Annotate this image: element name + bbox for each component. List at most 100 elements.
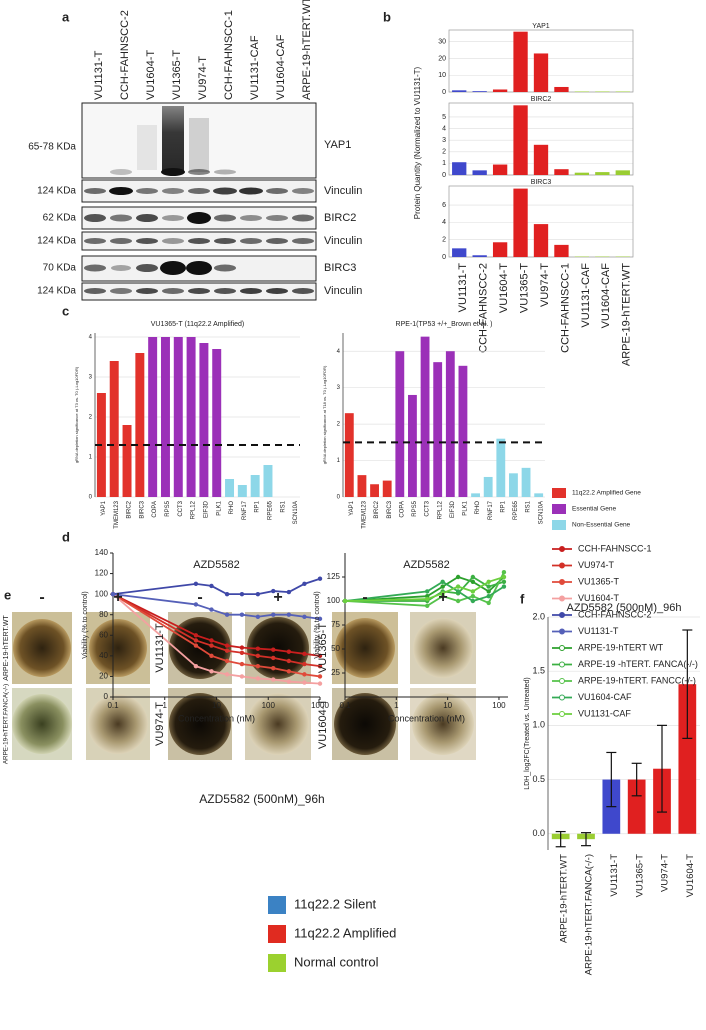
y-tick-label: 6 [442,202,446,209]
blot-band [188,238,210,244]
treatment-label: + [438,589,447,606]
point [255,614,261,619]
blot-band [240,215,262,221]
point [302,651,307,656]
blot-band [188,169,210,175]
bar [408,394,417,497]
legend-swatch [559,661,565,668]
point [255,646,261,651]
blot-band [162,238,184,244]
bar [370,484,379,497]
bar [357,475,367,497]
lane-label: VU1365-T [171,50,183,100]
lane-label: CCH-FAHNSCC-2 [119,10,131,100]
x-tick-label: BIRC2 [127,500,133,518]
blot-band [111,265,131,271]
y-tick-label: 3 [337,385,341,391]
point [470,579,476,584]
point [193,602,199,607]
point [286,669,292,674]
legend-label: VU1131-CAF [578,708,631,718]
point [193,581,199,587]
legend-swatch [559,711,565,717]
point [255,663,261,669]
x-tick-label: ARPE-19-hTERT.FANCA(-/-) [584,854,595,975]
point [455,574,461,580]
point [455,598,461,604]
point [110,591,116,597]
point [209,583,214,589]
x-tick-label: PLK1 [216,500,222,515]
x-tick-label: TMEM123 [114,500,120,528]
band-size: 124 KDa [37,236,76,247]
bar [445,351,455,497]
y-tick-label: 120 [95,569,109,578]
bar [382,480,392,497]
x-tick-label: RNF17 [242,500,248,520]
point [317,681,323,686]
x-tick-label: 10 [443,701,452,710]
bar [574,91,590,92]
decoration [334,693,396,755]
point [486,594,491,599]
y-tick-label: 4 [337,349,341,355]
point [239,645,245,650]
x-tick-label: CCT3 [178,500,184,516]
point [209,669,214,674]
bar [533,224,549,257]
point [317,576,323,581]
decoration [413,618,473,678]
y-tick-label: 60 [99,630,108,639]
bar [395,351,405,497]
bar [492,89,508,92]
bar [472,255,487,257]
y-tick-label: 100 [95,589,109,598]
x-tick-label: RHO [229,501,235,515]
legend-label: VU1604-T [578,593,620,603]
y-axis-label: gRNA depletion significance at T18 vs. T… [322,365,327,464]
x-tick-label: VU1604-T [685,854,696,897]
legend-swatch [559,678,565,684]
bar [420,336,430,497]
point [455,589,461,594]
x-tick-label: RPE65 [268,500,274,520]
y-tick-label: 80 [99,610,108,619]
y-tick-label: 40 [99,651,108,660]
blot-band [239,187,263,195]
bar [513,188,528,257]
point [193,663,199,669]
bar [452,248,467,257]
y-tick-label: 25 [331,668,340,677]
x-tick-label: RPE65 [513,500,519,520]
y-tick-label: 2.0 [532,611,545,621]
lane-label: VU1131-CAF [249,35,261,100]
point [224,643,230,648]
blot [81,102,317,301]
x-tick-label: RPL12 [437,500,443,519]
x-tick-label: VU1604-CAF [600,263,612,329]
decoration [247,617,309,679]
y-tick-label: 1 [442,160,446,167]
x-tick-label: ARPE-19-hTERT.WT [558,854,569,943]
bar [678,684,697,834]
legend-label: VU974-T [578,560,615,570]
decoration [412,693,474,755]
chart-title: AZD5582 [403,559,449,571]
point [193,638,199,643]
point [209,653,214,659]
x-tick-label: CCH-FAHNSCC-1 [559,263,571,353]
y-tick-label: 2 [442,237,446,244]
bar [250,475,260,497]
point [286,679,292,684]
y-tick-label: 1 [89,455,93,461]
point [302,672,307,677]
point [486,589,491,594]
panel-letter: d [62,529,70,544]
point [501,574,507,580]
bar [122,425,132,497]
cell-line-label: VU974-T [154,702,166,746]
cell-line-label: VU1604-T [317,699,329,749]
bar [595,172,610,175]
